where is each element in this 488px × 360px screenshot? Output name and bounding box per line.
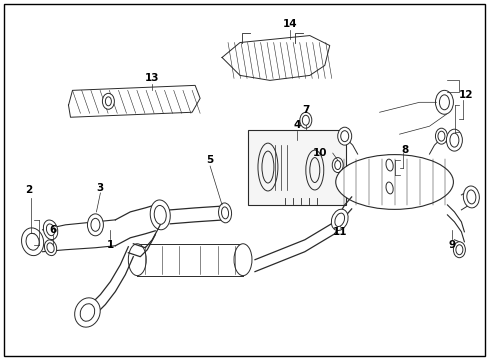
Text: 4: 4: [293, 120, 300, 130]
Ellipse shape: [466, 190, 475, 204]
Ellipse shape: [337, 127, 351, 145]
Ellipse shape: [335, 154, 452, 210]
Ellipse shape: [385, 182, 392, 194]
Text: 8: 8: [400, 145, 407, 155]
Ellipse shape: [80, 304, 95, 321]
Ellipse shape: [44, 240, 57, 256]
Ellipse shape: [435, 128, 447, 144]
Ellipse shape: [382, 155, 395, 175]
Text: 10: 10: [312, 148, 326, 158]
Ellipse shape: [105, 97, 111, 106]
Text: 14: 14: [282, 19, 297, 28]
Ellipse shape: [91, 219, 100, 231]
Ellipse shape: [435, 90, 452, 114]
Ellipse shape: [334, 213, 344, 226]
Polygon shape: [68, 85, 200, 117]
Text: 1: 1: [106, 240, 114, 250]
Ellipse shape: [449, 133, 458, 147]
Ellipse shape: [128, 244, 146, 276]
Ellipse shape: [47, 243, 54, 253]
Ellipse shape: [309, 158, 319, 183]
Ellipse shape: [305, 150, 323, 190]
Text: 7: 7: [302, 105, 309, 115]
Text: 2: 2: [25, 185, 32, 195]
Ellipse shape: [75, 298, 100, 327]
Text: 12: 12: [458, 90, 473, 100]
Ellipse shape: [26, 233, 39, 250]
Polygon shape: [222, 36, 329, 80]
Ellipse shape: [43, 220, 58, 240]
Ellipse shape: [452, 242, 465, 258]
Ellipse shape: [21, 228, 43, 256]
Ellipse shape: [150, 200, 170, 230]
Ellipse shape: [154, 206, 166, 224]
Text: 9: 9: [448, 240, 455, 250]
Ellipse shape: [439, 95, 448, 110]
Bar: [247, 130, 345, 205]
Text: 11: 11: [332, 227, 346, 237]
Ellipse shape: [382, 178, 395, 198]
Text: 13: 13: [145, 73, 159, 84]
Text: 6: 6: [49, 225, 56, 235]
Ellipse shape: [234, 244, 251, 276]
Ellipse shape: [331, 209, 347, 230]
Ellipse shape: [455, 245, 462, 255]
Text: 3: 3: [97, 183, 104, 193]
Ellipse shape: [437, 131, 444, 141]
Ellipse shape: [262, 151, 273, 183]
Ellipse shape: [302, 115, 309, 125]
Ellipse shape: [221, 207, 228, 219]
Ellipse shape: [385, 159, 392, 171]
Ellipse shape: [87, 214, 103, 236]
Ellipse shape: [334, 161, 340, 170]
Ellipse shape: [446, 129, 462, 151]
Text: 5: 5: [206, 155, 213, 165]
Ellipse shape: [340, 131, 348, 141]
Ellipse shape: [46, 224, 55, 236]
Ellipse shape: [258, 143, 277, 191]
Ellipse shape: [331, 158, 343, 172]
Ellipse shape: [102, 93, 114, 109]
Ellipse shape: [299, 112, 311, 128]
Ellipse shape: [463, 186, 478, 208]
Ellipse shape: [218, 203, 231, 223]
